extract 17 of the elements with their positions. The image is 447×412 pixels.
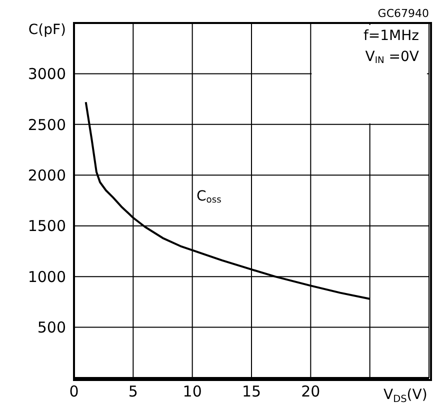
- text: GC67940: [378, 7, 429, 20]
- x-tick-label: 15: [242, 382, 262, 401]
- x-tick-label: 20: [301, 382, 320, 401]
- y-tick-label: 500: [37, 318, 66, 337]
- x-tick-label: 0: [69, 382, 79, 401]
- x-tick-label: 5: [128, 382, 138, 401]
- y-axis-title: C(pF): [28, 22, 66, 38]
- x-axis-title: V$_{DS}$(V): [384, 387, 428, 404]
- y-tick-label: 2500: [28, 116, 66, 134]
- x-tick-label: 10: [182, 382, 202, 401]
- annotation: C$_{oss}$: [196, 188, 222, 206]
- y-tick-label: 1000: [28, 268, 66, 286]
- y-tick-label: 1500: [28, 217, 66, 236]
- y-tick-label: 2000: [28, 166, 66, 184]
- annotation: f=1MHz: [363, 28, 419, 44]
- annotation: V$_{IN}$ =0V: [365, 49, 420, 66]
- y-tick-label: 3000: [28, 65, 66, 84]
